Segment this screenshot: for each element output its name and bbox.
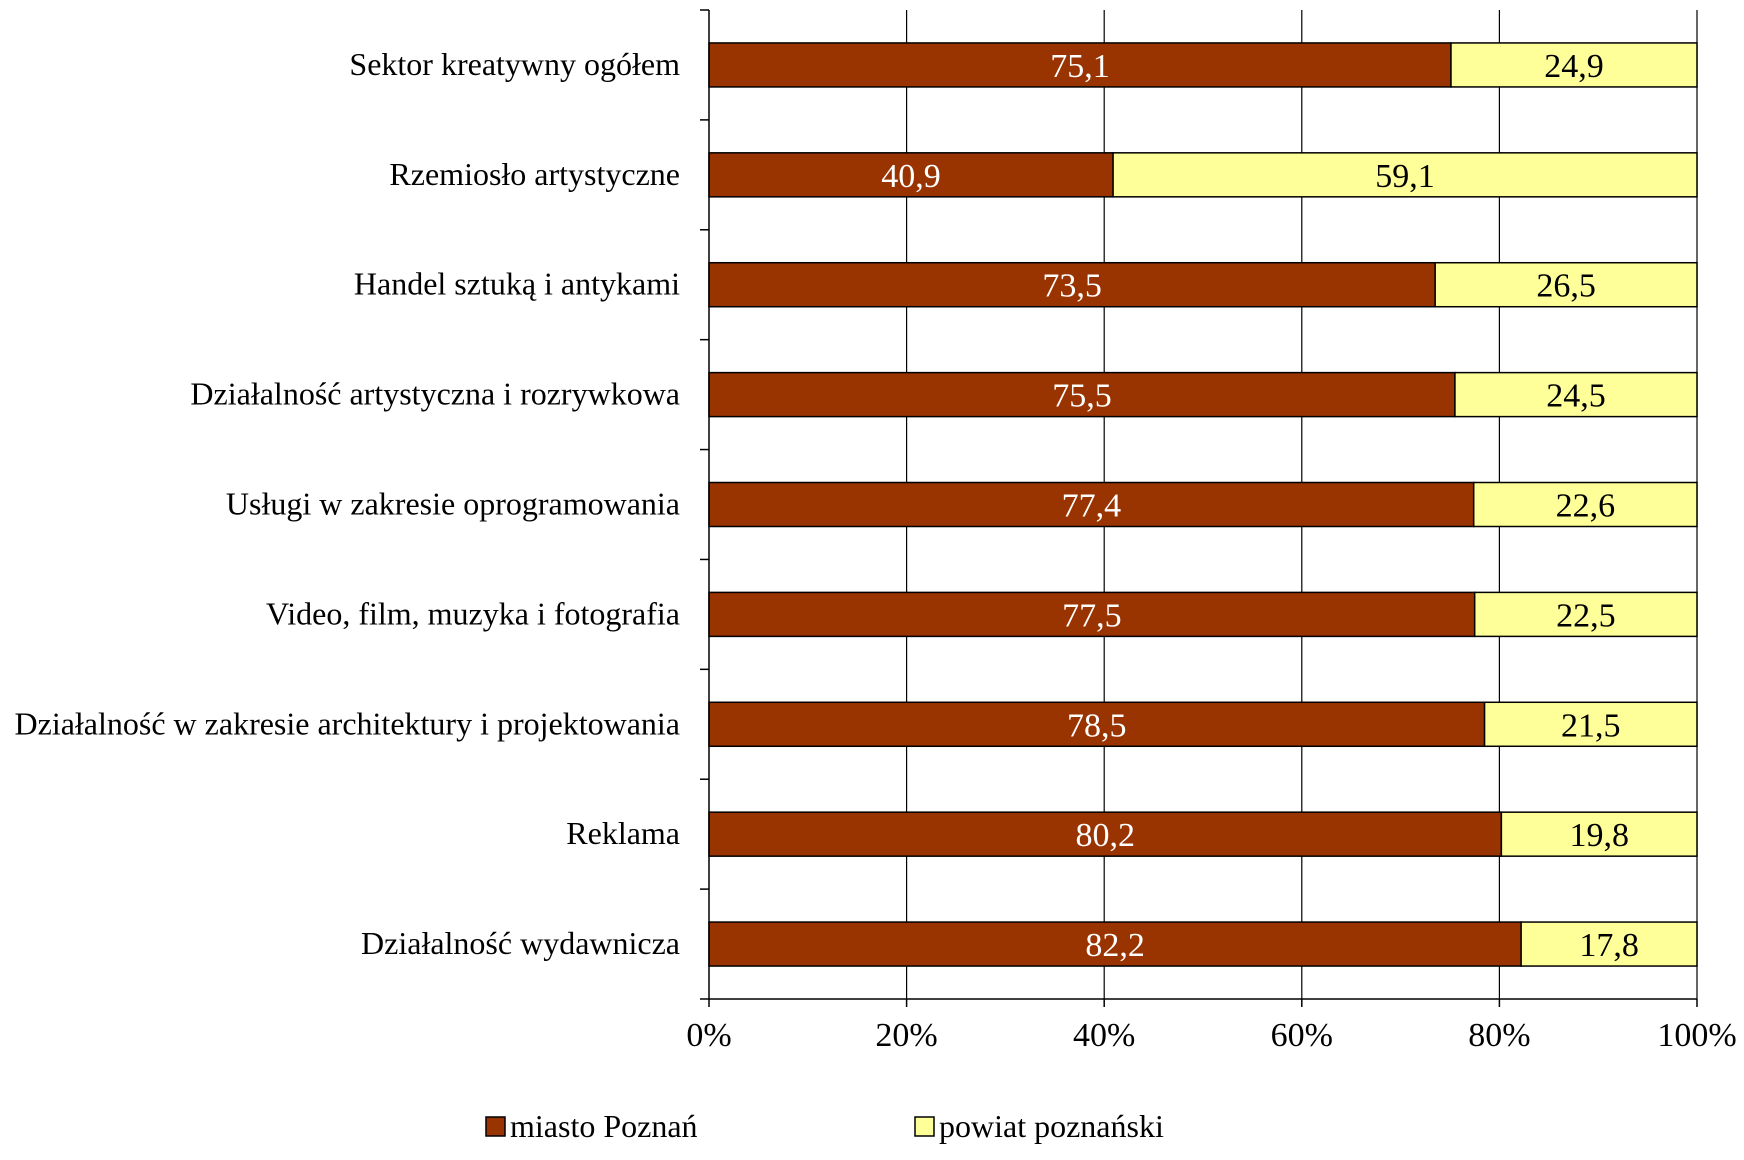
- category-label-3: Działalność artystyczna i rozrywkowa: [190, 376, 680, 412]
- data-label-powiat-8: 17,8: [1579, 927, 1639, 964]
- data-label-miasto-4: 77,4: [1062, 488, 1122, 525]
- legend-label-miasto: miasto Poznań: [510, 1108, 698, 1144]
- data-label-miasto-7: 80,2: [1075, 817, 1135, 854]
- bar-miasto-4[interactable]: [708, 481, 1475, 528]
- data-label-miasto-3: 75,5: [1052, 378, 1112, 415]
- data-label-powiat-1: 59,1: [1375, 158, 1435, 195]
- data-label-miasto-8: 82,2: [1085, 927, 1145, 964]
- x-tick-label-60: 60%: [1271, 1017, 1333, 1054]
- data-label-miasto-2: 73,5: [1042, 268, 1102, 305]
- legend-swatch-miasto: [485, 1116, 506, 1137]
- category-label-8: Działalność wydawnicza: [361, 925, 680, 961]
- x-tick-label-0: 0%: [686, 1017, 731, 1054]
- data-label-miasto-5: 77,5: [1062, 597, 1122, 634]
- data-label-powiat-2: 26,5: [1536, 268, 1596, 305]
- bar-miasto-2[interactable]: [708, 261, 1436, 308]
- bar-powiat-4[interactable]: [1472, 481, 1698, 528]
- data-label-powiat-5: 22,5: [1556, 597, 1616, 634]
- category-label-2: Handel sztuką i antykami: [354, 266, 680, 302]
- bar-miasto-5[interactable]: [708, 591, 1476, 638]
- bar-powiat-7[interactable]: [1500, 811, 1698, 857]
- x-tick-label-100: 100%: [1657, 1017, 1736, 1054]
- bar-miasto-0[interactable]: [708, 42, 1452, 88]
- bar-miasto-1[interactable]: [708, 152, 1114, 198]
- data-label-powiat-7: 19,8: [1569, 817, 1629, 854]
- bar-miasto-3[interactable]: [708, 371, 1456, 418]
- category-label-4: Usługi w zakresie oprogramowania: [226, 486, 680, 522]
- bar-powiat-3[interactable]: [1454, 371, 1698, 418]
- data-label-miasto-0: 75,1: [1050, 48, 1110, 85]
- bar-powiat-0[interactable]: [1450, 42, 1698, 88]
- data-label-powiat-0: 24,9: [1544, 48, 1604, 85]
- category-label-1: Rzemiosło artystyczne: [389, 156, 680, 192]
- data-label-miasto-1: 40,9: [881, 158, 941, 195]
- bar-powiat-1[interactable]: [1112, 152, 1698, 198]
- data-label-powiat-3: 24,5: [1546, 378, 1606, 415]
- data-label-miasto-6: 78,5: [1067, 707, 1127, 744]
- x-tick-label-20: 20%: [875, 1017, 937, 1054]
- category-label-0: Sektor kreatywny ogółem: [349, 46, 680, 82]
- x-tick-label-80: 80%: [1468, 1017, 1530, 1054]
- bar-miasto-8[interactable]: [708, 921, 1522, 967]
- legend-swatch-powiat: [914, 1116, 935, 1137]
- category-label-7: Reklama: [566, 815, 680, 851]
- data-label-powiat-4: 22,6: [1556, 488, 1616, 525]
- x-tick-label-40: 40%: [1073, 1017, 1135, 1054]
- bar-powiat-2[interactable]: [1434, 261, 1698, 308]
- bar-powiat-6[interactable]: [1483, 701, 1698, 748]
- legend-label-powiat: powiat poznański: [939, 1108, 1164, 1144]
- bar-powiat-8[interactable]: [1520, 921, 1698, 967]
- data-label-powiat-6: 21,5: [1561, 707, 1621, 744]
- category-label-5: Video, film, muzyka i fotografia: [266, 595, 680, 631]
- category-label-6: Działalność w zakresie architektury i pr…: [15, 705, 681, 741]
- bar-powiat-5[interactable]: [1473, 591, 1698, 638]
